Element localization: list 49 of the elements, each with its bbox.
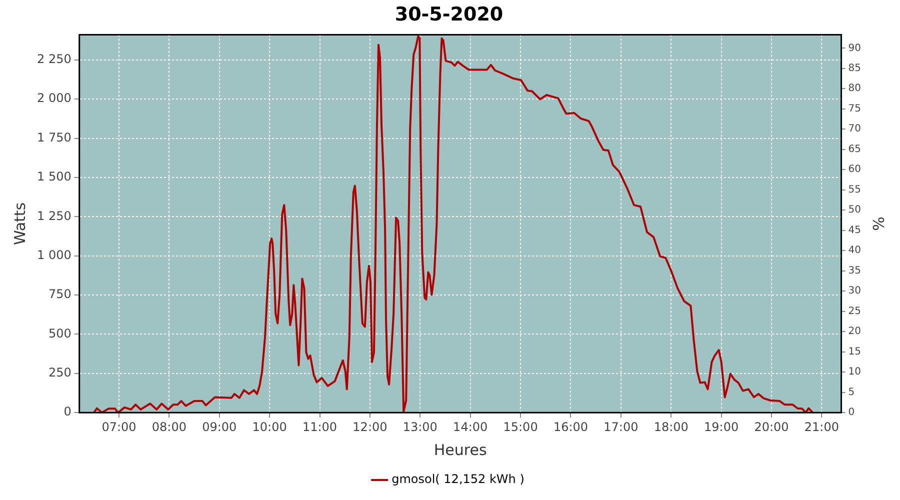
y2-tick-label: 60 (848, 164, 862, 176)
x-tick-label: 08:00 (152, 420, 186, 434)
x-tick-label: 12:00 (352, 420, 388, 434)
y2-tick-label: 85 (848, 63, 862, 74)
y2-tick-label: 20 (848, 326, 862, 338)
y-tick-label: 1 500 (36, 170, 72, 184)
y-tick-label: 2 000 (36, 91, 72, 106)
y2-tick-label: 5 (848, 386, 855, 398)
x-tick-label: 17:00 (604, 420, 638, 434)
x-tick-label: 16:00 (553, 420, 588, 434)
y2-tick-label: 30 (848, 286, 862, 297)
y-tick-label: 0 (64, 404, 72, 419)
x-tick-label: 19:00 (704, 420, 739, 434)
y-tick-label: 750 (48, 287, 72, 302)
y-tick-label: 1 250 (36, 208, 72, 223)
y-tick-label: 250 (48, 366, 72, 380)
y2-tick-label: 75 (848, 103, 862, 114)
y2-tick-label: 80 (848, 83, 862, 94)
x-tick-label: 20:00 (754, 420, 789, 434)
y2-axis-title: % (869, 216, 888, 231)
y2-tick-label: 15 (848, 346, 862, 358)
x-tick-label: 14:00 (453, 420, 488, 434)
x-tick-label: 18:00 (654, 420, 688, 434)
x-tick-label: 15:00 (503, 420, 538, 434)
y2-tick-label: 70 (848, 124, 862, 135)
y-tick-label: 2 250 (36, 52, 72, 66)
chart-title: 30-5-2020 (394, 3, 504, 26)
x-tick-label: 13:00 (402, 420, 438, 434)
y2-tick-label: 40 (848, 245, 862, 256)
legend-label: gmosol( 12,152 kWh ) (392, 472, 524, 486)
y-tick-label: 1 750 (36, 130, 72, 144)
x-tick-label: 11:00 (302, 420, 338, 434)
x-tick-label: 10:00 (252, 420, 287, 434)
y2-tick-label: 55 (848, 184, 862, 196)
y2-tick-label: 65 (848, 144, 862, 155)
y2-tick-label: 50 (848, 204, 862, 216)
y2-tick-label: 35 (848, 265, 862, 276)
y2-tick-label: 0 (848, 407, 855, 418)
y2-tick-label: 10 (848, 366, 862, 378)
y-axis-title: Watts (10, 202, 29, 246)
y-tick-label: 500 (48, 326, 72, 340)
x-tick-label: 09:00 (202, 420, 237, 434)
y2-tick-label: 25 (848, 306, 862, 317)
y2-tick-label: 90 (848, 42, 862, 54)
y2-tick-label: 45 (848, 224, 862, 236)
x-tick-label: 21:00 (804, 420, 839, 434)
y-tick-label: 1 000 (36, 248, 72, 262)
x-tick-label: 07:00 (102, 420, 136, 434)
x-axis-title: Heures (434, 440, 487, 459)
